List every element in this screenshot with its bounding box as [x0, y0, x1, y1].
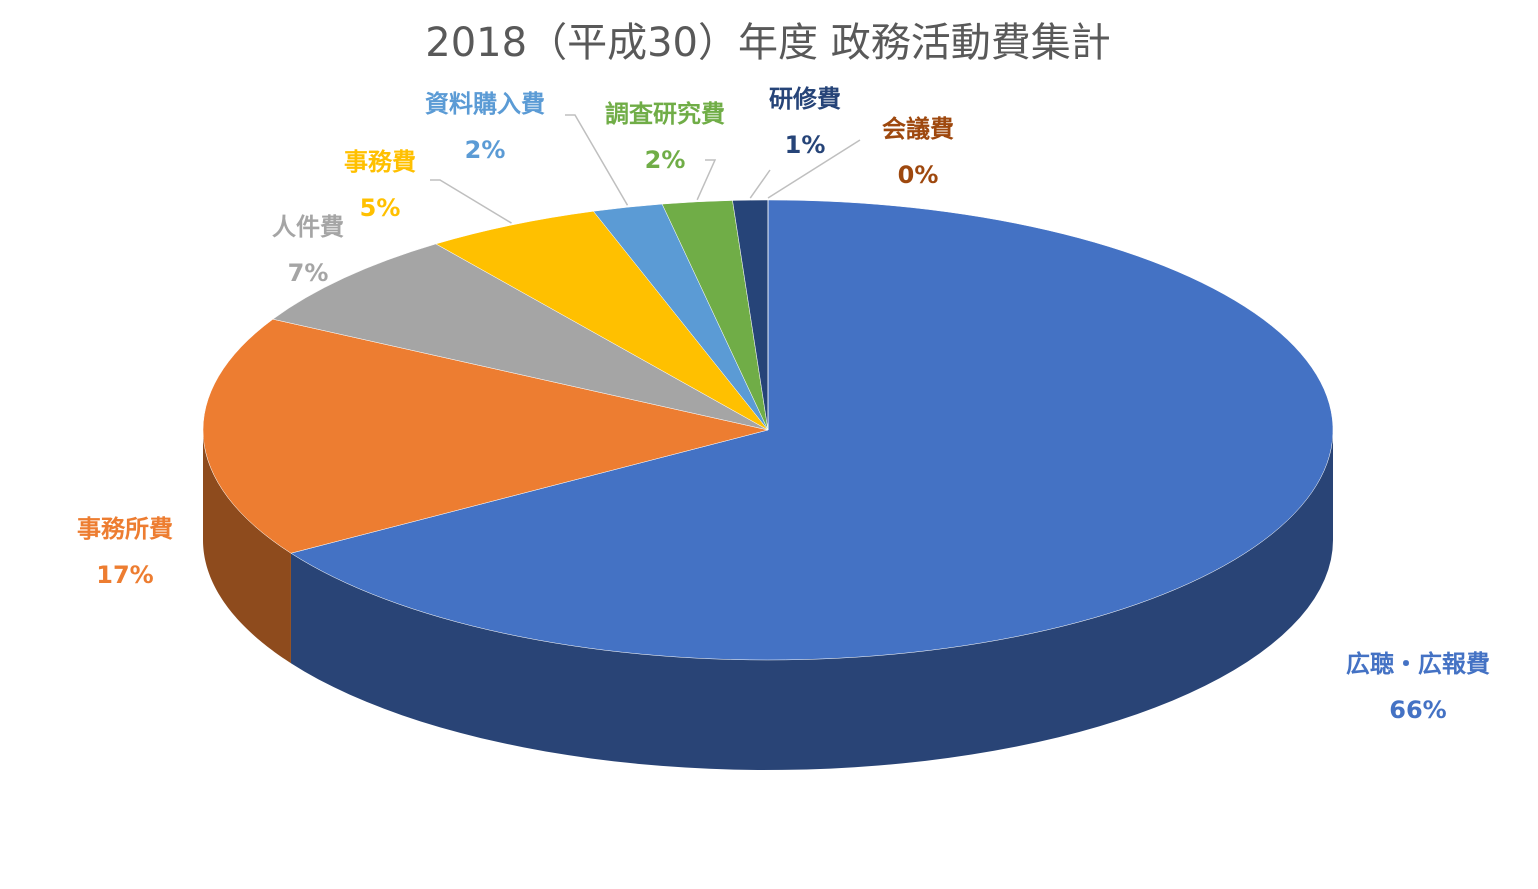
- category-label: 事務所費: [77, 515, 173, 543]
- slice: [272, 243, 769, 431]
- slice: [202, 318, 769, 554]
- category-label: 研修費: [769, 85, 841, 113]
- leader-line: [696, 159, 717, 201]
- value-label: 7%: [288, 259, 329, 287]
- category-label: 広聴・広報費: [1346, 650, 1490, 678]
- category-label: 人件費: [272, 213, 344, 241]
- slice: [435, 210, 769, 431]
- leader-line: [565, 114, 629, 206]
- value-label: 66%: [1389, 696, 1446, 724]
- slice-side: [203, 430, 291, 664]
- category-label: 資料購入費: [425, 90, 545, 118]
- value-label: 2%: [465, 136, 506, 164]
- value-label: 5%: [360, 194, 401, 222]
- slice-side: [290, 430, 1333, 770]
- category-label: 会議費: [882, 115, 954, 143]
- value-label: 2%: [645, 146, 686, 174]
- leader-line: [749, 169, 771, 199]
- value-label: 1%: [785, 131, 826, 159]
- category-label: 事務費: [344, 148, 416, 176]
- slice: [290, 199, 1334, 661]
- category-label: 調査研究費: [605, 100, 725, 128]
- value-label: 0%: [898, 161, 939, 189]
- chart-title: 2018（平成30）年度 政務活動費集計: [425, 20, 1110, 66]
- value-label: 17%: [96, 561, 153, 589]
- leader-line: [430, 179, 512, 224]
- leader-line: [767, 139, 861, 199]
